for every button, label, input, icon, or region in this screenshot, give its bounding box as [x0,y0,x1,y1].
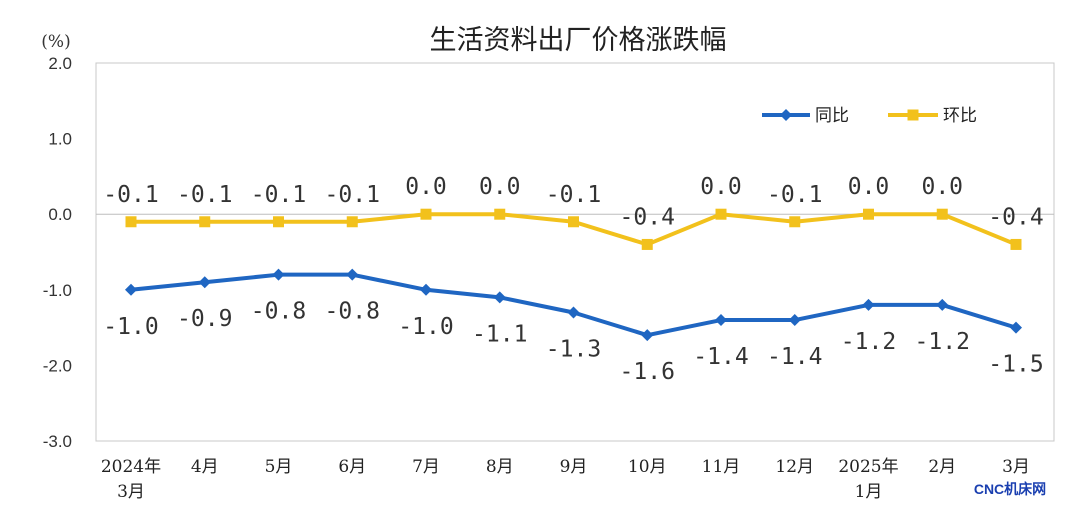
data-point-diamond [125,283,137,296]
data-label: 0.0 [405,174,447,200]
data-label: -0.4 [988,204,1043,230]
x-tick-label: 6月 [338,457,366,477]
x-tick-label: 2025年 1月 [838,457,898,502]
data-label: 0.0 [700,174,742,200]
x-tick-label: 2024年 3月 [101,457,161,502]
legend-marker [907,109,919,121]
x-axis: 2024年 3月 4月 5月 6月 7月 8月 9月 10月 11月 12月 2025年 1月 2月 3月 [101,457,1030,502]
data-point-diamond [346,268,359,281]
data-label: -1.4 [767,344,822,370]
data-point-square [568,216,579,228]
x-tick-label: 10月 [628,457,667,477]
legend: 同比 环比 [762,106,977,126]
data-label: -0.8 [325,299,380,325]
data-point-square [641,238,653,250]
data-point-square [346,216,358,228]
x-tick-label: 4月 [191,457,219,477]
data-label: -0.9 [177,306,232,332]
series-layer [125,208,1022,342]
data-label: -0.1 [251,182,306,208]
data-point-diamond [788,314,801,327]
y-tick-label: 1.0 [48,130,72,149]
data-label: 0.0 [479,174,521,200]
data-point-diamond [936,298,949,311]
data-label: -0.1 [325,182,380,208]
data-label: -1.0 [103,314,158,340]
data-point-diamond [420,283,432,296]
data-label: -1.4 [693,344,748,370]
data-point-square [715,208,727,220]
data-point-square [420,208,432,220]
data-point-square [125,216,137,228]
y-tick-label: -3.0 [43,432,72,451]
data-point-diamond [198,276,211,289]
legend-marker [780,109,792,121]
x-tick-label: 8月 [486,457,514,477]
legend-label: 同比 [815,106,849,126]
x-tick-label: 7月 [412,457,440,477]
data-label: -0.4 [620,204,675,230]
watermark-text: CNC机床网 [974,481,1046,497]
y-tick-label: 0.0 [48,205,72,224]
data-point-diamond [567,306,580,319]
data-point-square [936,208,948,220]
plot-area-frame [95,62,1055,442]
data-point-diamond [641,329,654,342]
data-point-square [199,216,211,228]
data-label: -1.5 [988,352,1043,378]
data-point-square [494,208,506,220]
x-tick-label: 5月 [265,457,293,477]
data-point-square [789,216,801,228]
y-axis: 2.0 1.0 0.0 -1.0 -2.0 -3.0 [43,54,72,451]
x-tick-label: 12月 [775,457,814,477]
y-tick-label: 2.0 [48,54,72,73]
data-label: -1.6 [620,359,675,385]
x-tick-label: 2月 [928,457,956,477]
data-point-diamond [1010,321,1022,334]
data-label: -0.1 [767,182,822,208]
data-point-diamond [715,314,727,327]
data-label-layer: -1.0 -0.9 -0.8 -0.8 -1.0 -1.1 -1.3 -1.6 -1.4 -1.4… [103,174,1043,385]
data-label: -0.1 [177,182,232,208]
data-point-square [1010,238,1022,250]
data-label: -0.1 [546,182,601,208]
data-label: -1.3 [546,336,601,362]
data-label: 0.0 [848,174,890,200]
data-label: -1.0 [398,314,453,340]
legend-label: 环比 [943,106,977,126]
data-point-square [273,216,284,228]
x-tick-label: 3月 [1002,457,1030,477]
chart-title: 生活资料出厂价格涨跌幅 [430,25,727,56]
data-point-square [863,208,874,220]
data-label: -0.8 [251,299,306,325]
data-point-diamond [493,291,506,304]
y-axis-unit-label: (%) [41,32,70,52]
data-label: -1.2 [915,329,970,355]
x-tick-label: 9月 [560,457,588,477]
y-tick-label: -2.0 [43,356,72,375]
data-label: 0.0 [921,174,963,200]
data-point-diamond [862,298,875,311]
data-label: -1.1 [472,321,527,347]
data-point-diamond [272,268,285,281]
y-tick-label: -1.0 [43,281,72,300]
data-label: -0.1 [103,182,158,208]
data-label: -1.2 [841,329,896,355]
x-tick-label: 11月 [702,457,741,477]
